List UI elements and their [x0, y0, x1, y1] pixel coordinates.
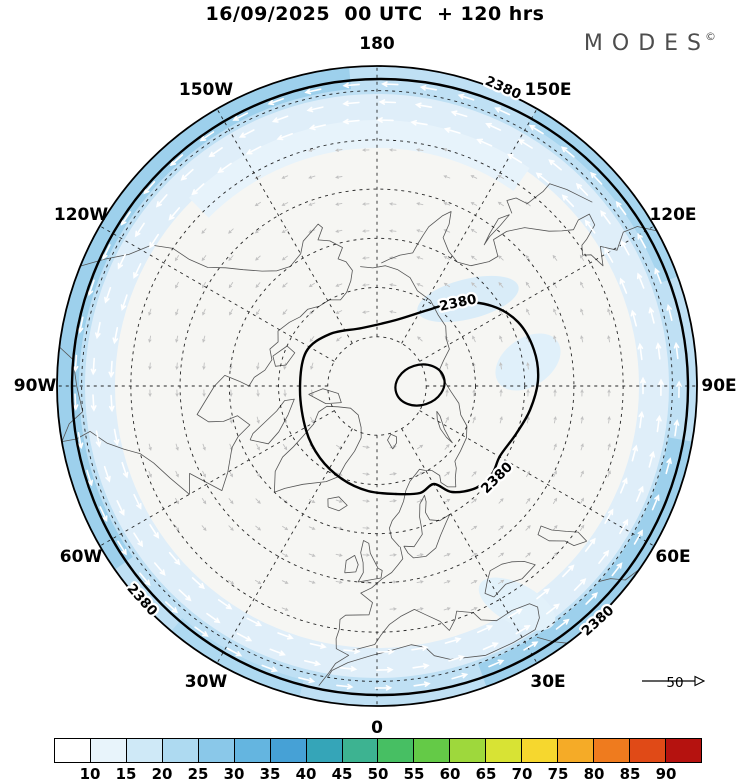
colorbar-tick: 55 [403, 765, 425, 782]
colorbar-tick: 35 [259, 765, 281, 782]
colorbar-cell [55, 739, 91, 762]
colorbar-tick: 50 [367, 765, 389, 782]
colorbar-tick: 45 [331, 765, 353, 782]
colorbar-tick: 20 [151, 765, 173, 782]
colorbar-cell [126, 739, 163, 762]
colorbar-tick: 70 [511, 765, 533, 782]
wind-reference-value: 50 [666, 675, 684, 691]
colorbar-cell [90, 739, 127, 762]
coastlines [57, 183, 697, 686]
copyright-mark: © [705, 30, 716, 43]
colorbar-tick: 25 [187, 765, 209, 782]
colorbar-cell [270, 739, 307, 762]
colorbar-cell [198, 739, 235, 762]
colorbar-tick: 15 [115, 765, 137, 782]
colorbar-ticks: 10 15 20 25 30 35 40 45 50 55 60 65 70 75 80 85 90 [54, 765, 702, 782]
colorbar-cell [665, 739, 701, 762]
lon-label-30w: 30W [184, 672, 228, 692]
page-title: 16/09/2025 00 UTC + 120 hrs [205, 3, 545, 25]
colorbar-tick: 60 [439, 765, 461, 782]
lon-label-0: 0 [371, 718, 383, 738]
colorbar-tick: 90 [655, 765, 677, 782]
colorbar-cell [378, 739, 415, 762]
colorbar-cell [414, 739, 451, 762]
lon-label-90e: 90E [701, 376, 737, 396]
map-boundary [56, 65, 698, 707]
colorbar-cell [342, 739, 379, 762]
colorbar-tick: 85 [619, 765, 641, 782]
lon-label-90w: 90W [13, 376, 57, 396]
wind-reference-arrow-icon [642, 675, 705, 687]
colorbar-tick: 75 [547, 765, 569, 782]
lon-label-150w: 150W [178, 80, 234, 100]
colorbar-cell [162, 739, 199, 762]
colorbar-cell [306, 739, 343, 762]
lon-label-60e: 60E [655, 547, 691, 567]
modes-logo-text: MODES [583, 31, 710, 56]
colorbar-tick: 65 [475, 765, 497, 782]
colorbar-cell [594, 739, 630, 762]
lon-label-180: 180 [359, 34, 395, 54]
colorbar-cell [450, 739, 487, 762]
graticule [57, 66, 697, 706]
wind-reference: 50 [641, 675, 709, 693]
lon-label-60w: 60W [59, 547, 103, 567]
lon-label-150e: 150E [524, 80, 572, 100]
colorbar-cell [486, 739, 523, 762]
colorbar-cell [522, 739, 559, 762]
colorbar-tick: 30 [223, 765, 245, 782]
map-content [57, 66, 697, 706]
colorbar-tick: 10 [79, 765, 101, 782]
lon-label-120e: 120E [649, 205, 697, 225]
colorbar-tick: 80 [583, 765, 605, 782]
colorbar [54, 738, 702, 763]
lon-label-30e: 30E [530, 672, 566, 692]
colorbar-cell [630, 739, 666, 762]
colorbar-cell [234, 739, 271, 762]
height-contours [70, 77, 690, 697]
lon-label-120w: 120W [53, 205, 109, 225]
colorbar-tick: 40 [295, 765, 317, 782]
colorbar-cell [558, 739, 595, 762]
wind-arrows [72, 81, 682, 691]
modes-logo: MODES© [584, 30, 716, 56]
